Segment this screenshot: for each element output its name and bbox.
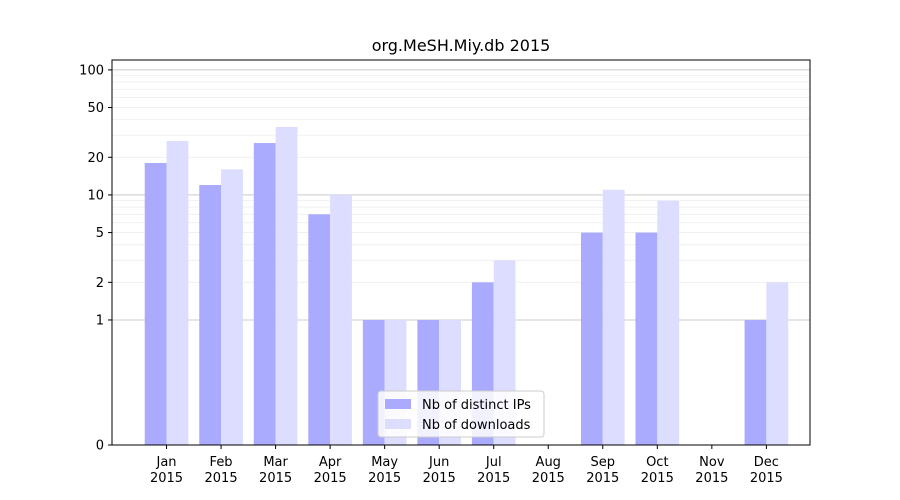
- y-axis: 0 1 2 5 10 20 50 100: [79, 63, 112, 454]
- x-tick-label: Dec 2015: [750, 455, 783, 486]
- bar-downloads: [602, 189, 625, 445]
- legend-swatch: [385, 419, 411, 429]
- bar-downloads: [275, 126, 298, 446]
- x-tick-label: Apr 2015: [314, 455, 347, 486]
- y-tick-label: 50: [87, 101, 104, 116]
- x-tick-label: Jul 2015: [477, 455, 510, 486]
- legend: Nb of distinct IPs Nb of downloads: [377, 390, 545, 438]
- y-tick-label: 20: [87, 151, 104, 166]
- bars: [144, 126, 789, 446]
- x-tick-label: Jan 2015: [150, 455, 183, 486]
- x-tick-label: Feb 2015: [205, 455, 238, 486]
- x-tick-label: Sep 2015: [586, 455, 619, 486]
- legend-box: [377, 390, 545, 438]
- x-tick-label: Mar 2015: [259, 455, 292, 486]
- y-tick-label: 10: [87, 188, 104, 203]
- plot-frame: [111, 59, 811, 446]
- y-tick-label: 100: [79, 63, 104, 78]
- y-tick-label: 1: [96, 313, 104, 328]
- bar-ips: [635, 232, 658, 445]
- x-axis: Jan 2015 Feb 2015 Mar 2015 Apr 2015 May 2015 Jun 20…: [150, 445, 783, 486]
- bar-ips: [580, 232, 603, 445]
- y-tick-label: 0: [96, 439, 104, 454]
- bar-ips: [308, 214, 331, 445]
- bar-ips: [199, 185, 222, 445]
- x-tick-label: Jun 2015: [423, 455, 456, 486]
- bar-downloads: [766, 282, 789, 445]
- x-tick-label: Nov 2015: [695, 455, 728, 486]
- bar-downloads: [221, 169, 243, 445]
- bar-downloads: [166, 140, 189, 445]
- bar-ips: [744, 319, 767, 445]
- y-tick-label: 5: [96, 226, 104, 241]
- bar-downloads: [330, 194, 352, 445]
- y-tick-label: 2: [96, 276, 104, 291]
- x-tick-label: May 2015: [368, 455, 401, 486]
- bar-ips: [144, 163, 167, 445]
- legend-label: Nb of downloads: [422, 418, 531, 433]
- legend-label: Nb of distinct IPs: [422, 398, 531, 413]
- bar-downloads: [657, 200, 680, 445]
- x-tick-label: Aug 2015: [532, 455, 565, 486]
- legend-swatch: [385, 399, 411, 409]
- chart-title: org.MeSH.Miy.db 2015: [372, 36, 551, 55]
- x-tick-label: Oct 2015: [641, 455, 674, 486]
- bar-ips: [253, 143, 276, 445]
